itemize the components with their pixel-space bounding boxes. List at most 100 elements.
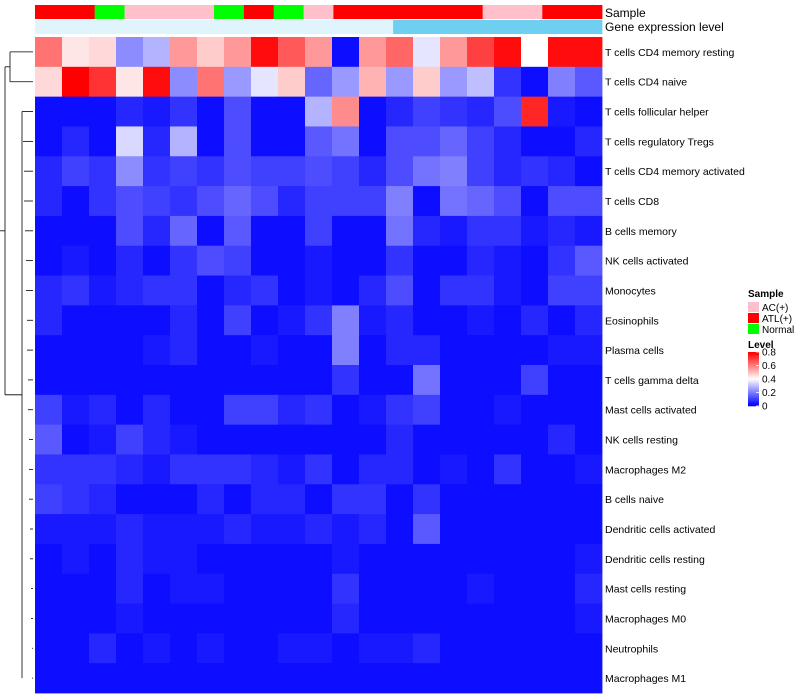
heatmap-cell: [440, 514, 468, 545]
heatmap-cell: [170, 603, 198, 634]
legend-scale-step: [748, 403, 759, 405]
sample-annotation-cell: [214, 5, 245, 19]
heatmap-cell: [413, 365, 441, 396]
heatmap-cell: [413, 66, 441, 98]
heatmap-cell: [278, 424, 306, 455]
heatmap-cell: [62, 96, 90, 127]
heatmap-cell: [170, 275, 198, 306]
sample-annotation-cell: [482, 5, 513, 19]
heatmap-cell: [197, 335, 225, 366]
heatmap-cell: [548, 394, 576, 426]
heatmap-cell: [413, 186, 441, 217]
heatmap-cell: [494, 633, 522, 664]
heatmap-cell: [35, 335, 63, 366]
heatmap-cell: [89, 663, 117, 694]
heatmap-cell: [62, 573, 90, 604]
heatmap-cell: [224, 96, 252, 127]
heatmap-cell: [143, 305, 171, 336]
heatmap-cell: [332, 603, 360, 634]
row-label: Plasma cells: [605, 345, 664, 357]
legend-scale-step: [748, 387, 759, 389]
heatmap-cell: [359, 543, 387, 575]
heatmap-cell: [197, 454, 225, 485]
heatmap-cell: [305, 543, 333, 575]
heatmap-cell: [467, 126, 495, 157]
heatmap-cell: [494, 454, 522, 485]
heatmap-cell: [305, 37, 333, 68]
heatmap-cell: [548, 365, 576, 396]
heatmap-cell: [548, 156, 576, 187]
heatmap-cell: [440, 543, 468, 575]
heatmap-cell: [116, 663, 144, 694]
gene-annotation-cell: [35, 20, 66, 34]
sample-annotation-cell: [333, 5, 364, 19]
gene-annotation-cell: [273, 20, 304, 34]
heatmap-cell: [575, 573, 603, 604]
heatmap-cell: [89, 335, 117, 366]
gene-annotation-cell: [243, 20, 275, 34]
heatmap-cell: [386, 424, 414, 455]
heatmap-cell: [251, 603, 279, 634]
gene-annotation-cell: [512, 20, 543, 34]
heatmap-cell: [332, 275, 360, 306]
gene-annotation-cell: [542, 20, 573, 34]
heatmap-cell: [62, 66, 90, 98]
heatmap-cell: [278, 66, 306, 98]
heatmap-cell: [386, 96, 414, 127]
heatmap-cell: [332, 484, 360, 515]
heatmap-cell: [413, 245, 441, 276]
heatmap-cell: [251, 305, 279, 336]
heatmap-cell: [224, 484, 252, 515]
heatmap-cell: [170, 365, 198, 396]
legend-scale-step: [748, 352, 759, 354]
heatmap-cell: [224, 275, 252, 306]
heatmap-cell: [143, 215, 171, 247]
heatmap-cell: [521, 275, 549, 306]
heatmap-cell: [359, 365, 387, 396]
heatmap-cell: [35, 573, 63, 604]
heatmap-cell: [251, 66, 279, 98]
legend-scale-step: [748, 393, 759, 396]
legend-scale-step: [748, 365, 759, 368]
heatmap-cell: [440, 603, 468, 634]
heatmap-cell: [197, 573, 225, 604]
row-label: NK cells resting: [605, 435, 678, 447]
heatmap-cell: [413, 454, 441, 485]
heatmap-cell: [386, 663, 414, 694]
heatmap-cell: [278, 633, 306, 664]
heatmap-cell: [467, 96, 495, 127]
heatmap-cell: [494, 365, 522, 396]
heatmap-cell: [386, 66, 414, 98]
heatmap-cell: [548, 96, 576, 127]
heatmap-cell: [359, 186, 387, 217]
heatmap-cell: [143, 454, 171, 485]
heatmap-cell: [143, 275, 171, 306]
legend-scale-step: [748, 364, 759, 366]
legend-level-title: Level: [748, 340, 774, 351]
heatmap-cell: [386, 514, 414, 545]
heatmap-cell: [143, 394, 171, 426]
heatmap-cell: [170, 663, 198, 694]
gene-annotation-title: Gene expression level: [605, 20, 724, 34]
heatmap-cell: [548, 305, 576, 336]
heatmap-cell: [170, 37, 198, 68]
heatmap-cell: [143, 365, 171, 396]
row-label: T cells regulatory Tregs: [605, 136, 714, 148]
heatmap-cell: [305, 275, 333, 306]
heatmap-cell: [89, 96, 117, 127]
heatmap-cell: [197, 424, 225, 455]
heatmap-cell: [386, 305, 414, 336]
heatmap-cell: [89, 365, 117, 396]
heatmap-cell: [62, 365, 90, 396]
heatmap-cell: [494, 245, 522, 276]
sample-annotation-title: Sample: [605, 6, 646, 20]
heatmap-cell: [197, 37, 225, 68]
heatmap-cell: [575, 156, 603, 187]
heatmap-cell: [575, 543, 603, 575]
legend-scale-step: [748, 353, 759, 355]
heatmap-cell: [116, 514, 144, 545]
legend-label: Normal: [762, 325, 794, 336]
heatmap-cell: [170, 543, 198, 575]
legend-swatch: [748, 302, 759, 312]
heatmap-cell: [35, 66, 63, 98]
